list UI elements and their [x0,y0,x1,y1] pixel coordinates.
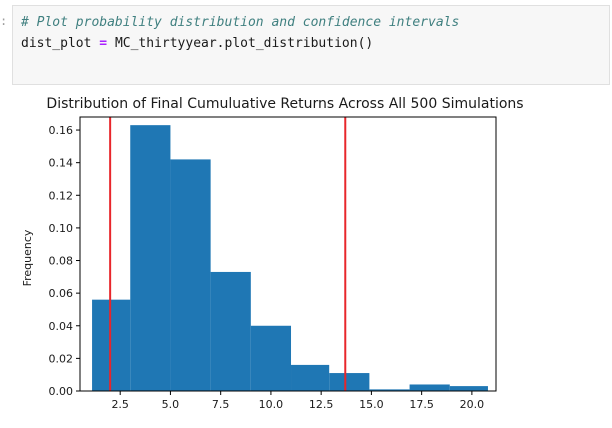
histogram-bar [92,299,131,391]
y-axis-label: Frequency [21,229,34,286]
histogram-bar [250,325,292,391]
histogram-bar [329,373,370,391]
x-tick-label: 7.5 [212,398,230,411]
histogram-bars [92,125,488,392]
distribution-chart: Distribution of Final Cumuluative Return… [21,96,524,411]
code-cell[interactable]: # Plot probability distribution and conf… [12,5,610,85]
histogram-bar [449,386,488,391]
confidence-interval-lines [109,117,347,391]
y-tick-label: 0.00 [49,385,74,398]
histogram-bar [369,389,410,391]
y-tick-label: 0.14 [49,157,74,170]
code-statement: dist_plot = MC_thirtyyear.plot_distribut… [21,36,373,51]
output-area: Distribution of Final Cumuluative Return… [0,88,612,424]
code-variable: dist_plot [21,36,92,51]
x-axis-ticks: 2.5 5.0 7.5 10.0 12.5 15.0 17.5 20.0 [111,391,484,411]
code-comment: # Plot probability distribution and conf… [21,15,460,30]
y-tick-label: 0.10 [49,222,74,235]
code-call: MC_thirtyyear.plot_distribution() [114,36,374,51]
histogram-bar [170,159,211,391]
histogram-bar [210,271,251,391]
histogram-bar [291,364,330,391]
y-tick-label: 0.02 [49,352,74,365]
x-tick-label: 10.0 [259,398,284,411]
y-tick-label: 0.08 [49,255,74,268]
x-tick-label: 12.5 [309,398,334,411]
y-tick-label: 0.12 [49,189,74,202]
y-tick-label: 0.16 [49,124,74,137]
x-tick-label: 17.5 [409,398,434,411]
y-axis-ticks: 0.00 0.02 0.04 0.06 0.08 0.10 0.12 0.14 0.16 [49,124,80,398]
plot-frame [79,116,497,392]
x-tick-label: 20.0 [460,398,485,411]
chart-title: Distribution of Final Cumuluative Return… [46,96,523,112]
y-tick-label: 0.06 [49,287,74,300]
x-tick-label: 15.0 [359,398,384,411]
code-operator: = [99,36,108,51]
histogram-bar [130,125,171,392]
x-tick-label: 5.0 [162,398,180,411]
cell-prompt: : [0,14,8,28]
y-tick-label: 0.04 [49,320,74,333]
x-tick-label: 2.5 [111,398,129,411]
histogram-bar [409,384,450,391]
